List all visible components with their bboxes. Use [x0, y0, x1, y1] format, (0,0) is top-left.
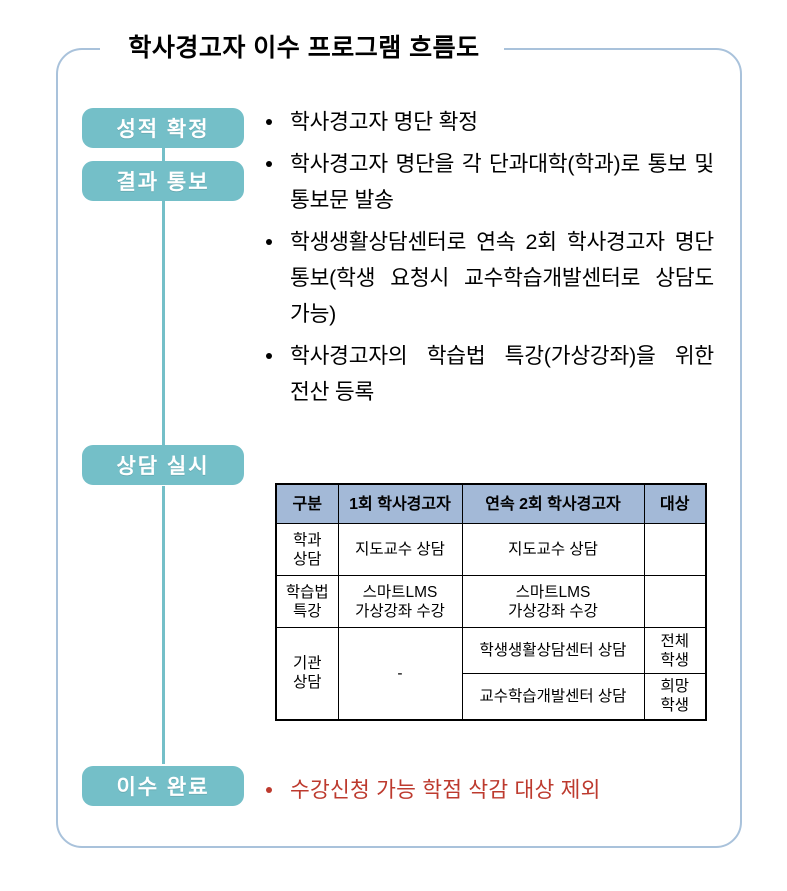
bullet-dot-icon [266, 353, 272, 359]
bullet-text: 수강신청 가능 학점 삭감 대상 제외 [290, 778, 601, 802]
stage-complete: 이수 완료 [82, 766, 244, 806]
bullet-item-highlight: 수강신청 가능 학점 삭감 대상 제외 [262, 772, 714, 808]
bullet-item: 학생생활상담센터로 연속 2회 학사경고자 명단 통보(학생 요청시 교수학습개… [262, 224, 714, 332]
table-cell-category: 학습법 특강 [275, 575, 339, 628]
program-matrix-table: 구분 1회 학사경고자 연속 2회 학사경고자 대상 학과 상담 지도교수 상담… [275, 483, 707, 721]
table-cell-target: 전체 학생 [643, 627, 707, 674]
table-row: 교수학습개발센터 상담 희망 학생 [276, 673, 707, 720]
bullet-item: 학사경고자 명단 확정 [262, 104, 714, 140]
cell-line-1: 스마트LMS [515, 583, 591, 601]
cell-line-1: 스마트LMS [362, 583, 438, 601]
bullet-dot-icon [266, 119, 272, 125]
table-cell-target [643, 523, 707, 576]
table-cell-once: - [337, 627, 463, 720]
stage-result-notice: 결과 통보 [82, 161, 244, 201]
category-line-2: 상담 [292, 674, 322, 692]
table-cell-target: 희망 학생 [643, 673, 707, 720]
table-cell-once: 지도교수 상담 [337, 523, 463, 576]
category-line-1: 학과 [292, 531, 322, 549]
bullet-list-completion: 수강신청 가능 학점 삭감 대상 제외 [262, 772, 714, 808]
bullet-text: 학생생활상담센터로 연속 2회 학사경고자 명단 통보(학생 요청시 교수학습개… [290, 230, 714, 326]
table-header-cell: 1회 학사경고자 [337, 483, 463, 524]
table-cell-twice: 교수학습개발센터 상담 [461, 673, 645, 720]
bullet-item: 학사경고자 명단을 각 단과대학(학과)로 통보 및 통보문 발송 [262, 146, 714, 218]
table-row: 학과 상담 지도교수 상담 지도교수 상담 [275, 523, 707, 576]
table-cell-twice: 학생생활상담센터 상담 [461, 627, 645, 674]
table-cell-twice: 스마트LMS 가상강좌 수강 [461, 575, 645, 628]
bullet-list-main: 학사경고자 명단 확정 학사경고자 명단을 각 단과대학(학과)로 통보 및 통… [262, 104, 714, 410]
table-cell-category: 학과 상담 [275, 523, 339, 576]
frame-title-gap [100, 38, 504, 60]
bullet-text: 학사경고자 명단을 각 단과대학(학과)로 통보 및 통보문 발송 [290, 152, 714, 212]
table-header-cell: 구분 [275, 483, 339, 524]
stage-label: 결과 통보 [116, 171, 210, 194]
table-header-cell: 대상 [643, 483, 707, 524]
table-cell-twice: 지도교수 상담 [461, 523, 645, 576]
bullet-text: 학사경고자의 학습법 특강(가상강좌)을 위한 전산 등록 [290, 344, 714, 404]
bullet-item: 학사경고자의 학습법 특강(가상강좌)을 위한 전산 등록 [262, 338, 714, 410]
category-line-2: 상담 [292, 550, 322, 568]
connector-line-bottom [162, 486, 165, 764]
category-line-1: 기관 [292, 655, 322, 673]
connector-line-top [162, 148, 165, 162]
table-cell-target [643, 575, 707, 628]
stage-label: 성적 확정 [116, 118, 210, 141]
table-header-row: 구분 1회 학사경고자 연속 2회 학사경고자 대상 [275, 483, 707, 524]
target-line-2: 학생 [660, 697, 690, 715]
stage-label: 상담 실시 [116, 455, 210, 478]
bullet-dot-icon [266, 161, 272, 167]
table-header-cell: 연속 2회 학사경고자 [461, 483, 645, 524]
stage-label: 이수 완료 [116, 776, 210, 799]
table-row: 기관 상담 - 학생생활상담센터 상담 전체 학생 [275, 627, 707, 720]
stage-counsel-conduct: 상담 실시 [82, 445, 244, 485]
target-line-1: 전체 [660, 632, 690, 650]
table-row: 학습법 특강 스마트LMS 가상강좌 수강 스마트LMS 가상강좌 수강 [275, 575, 707, 628]
page-title: 학사경고자 이수 프로그램 흐름도 [128, 34, 480, 62]
table-cell-category: 기관 상담 [275, 627, 339, 720]
target-line-1: 희망 [660, 678, 690, 696]
bullet-dot-icon [266, 787, 272, 793]
category-line-2: 특강 [292, 602, 322, 620]
connector-line-middle [162, 200, 165, 446]
table-cell-once: 스마트LMS 가상강좌 수강 [337, 575, 463, 628]
program-matrix-table-wrapper: 구분 1회 학사경고자 연속 2회 학사경고자 대상 학과 상담 지도교수 상담… [275, 483, 707, 721]
bullet-dot-icon [266, 239, 272, 245]
cell-line-2: 가상강좌 수강 [508, 602, 598, 620]
bullet-text: 학사경고자 명단 확정 [290, 110, 478, 134]
category-line-1: 학습법 [285, 583, 329, 601]
stage-grade-confirm: 성적 확정 [82, 108, 244, 148]
target-line-2: 학생 [660, 651, 690, 669]
cell-line-2: 가상강좌 수강 [355, 602, 445, 620]
